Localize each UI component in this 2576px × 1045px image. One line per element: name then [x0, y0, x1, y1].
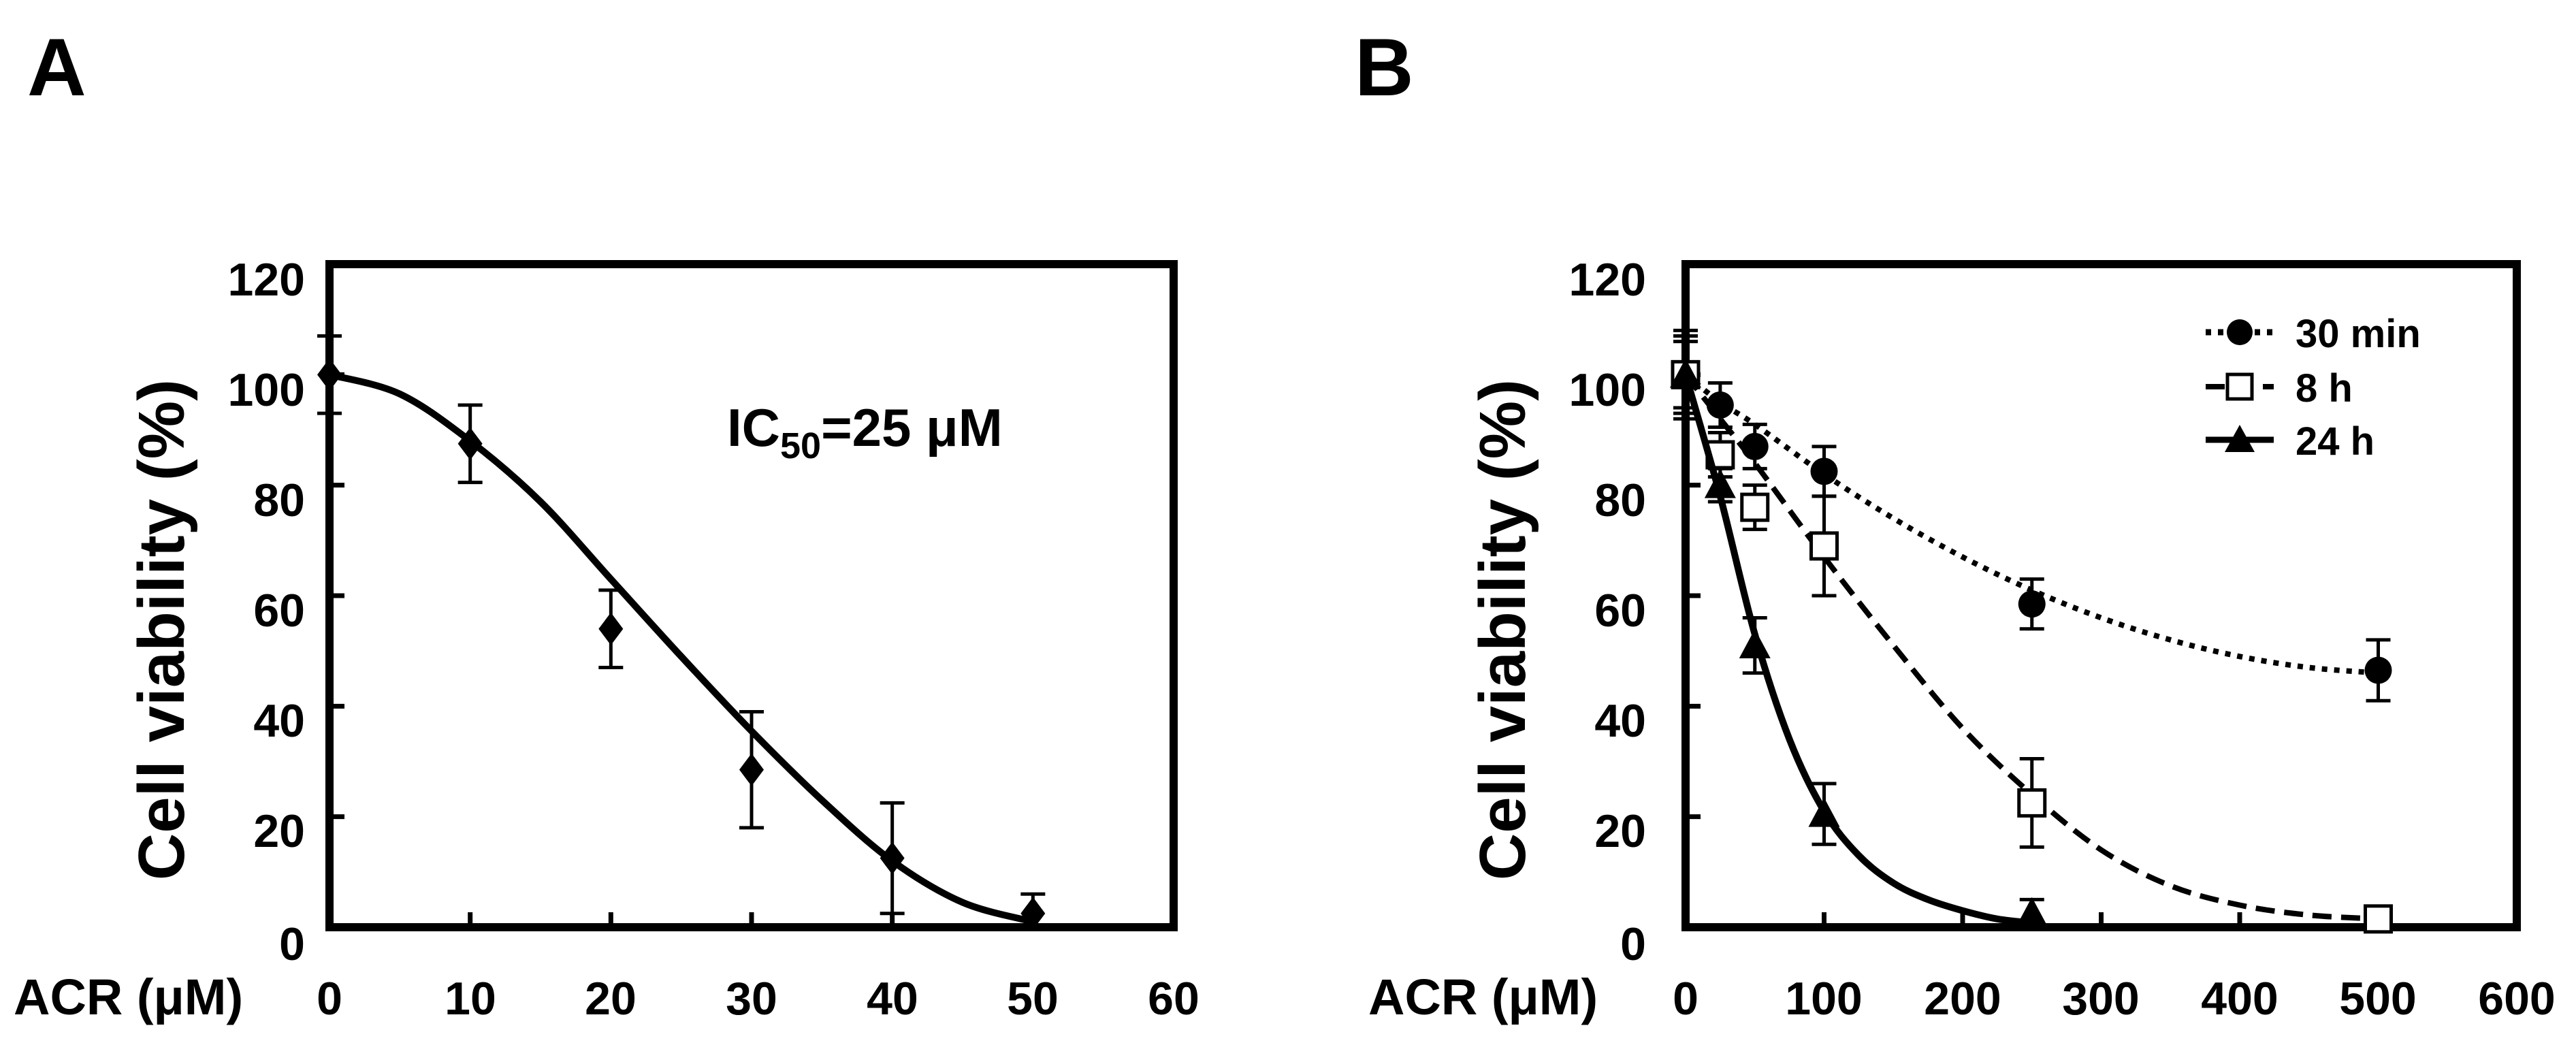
- panel-a-y-tick: 40: [253, 695, 305, 747]
- panel-a-x-tick: 30: [726, 973, 777, 1025]
- series-24h-point: [1739, 629, 1771, 659]
- panel-a-x-tick: 40: [867, 973, 918, 1025]
- series-30min-point: [2018, 590, 2046, 618]
- panel-a-x-tick: 20: [585, 973, 637, 1025]
- panel-a-y-tick: 120: [228, 254, 305, 306]
- series-24h-point: [1808, 797, 1840, 827]
- series-8h-fit-line: [1683, 372, 2379, 922]
- panel-b-x-tick: 600: [2478, 973, 2555, 1025]
- panel-b-x-tick: 0: [1673, 973, 1698, 1025]
- panel-b-y-tick: 0: [1620, 918, 1646, 970]
- panel-a-x-tick: 10: [445, 973, 496, 1025]
- panel-a-y-tick: 0: [279, 918, 305, 970]
- series-acr-point: [317, 358, 342, 391]
- legend-label-24h: 24 h: [2296, 419, 2374, 464]
- series-24h-point: [2016, 897, 2048, 927]
- panel-a-x-ticks: 0 10 20 30 40 50 60: [317, 973, 1200, 1025]
- panel-a-x-axis-label: ACR (μM): [14, 969, 243, 1025]
- panel-a-x-tick: 50: [1007, 973, 1059, 1025]
- panel-b-x-ticks: 0 100 200 300 400 500 600: [1673, 973, 2556, 1025]
- panel-a-letter: A: [27, 22, 86, 113]
- panel-b-y-tick: 80: [1594, 475, 1646, 526]
- series-30min-point: [1810, 457, 1838, 485]
- panel-b-y-axis-label: Cell viability (%): [1466, 379, 1539, 880]
- panel-b-letter: B: [1355, 22, 1414, 113]
- panel-a-y-axis-label: Cell viability (%): [125, 379, 198, 880]
- series-acr-point: [1020, 897, 1046, 930]
- panel-b-plot-area: [1670, 260, 2521, 934]
- panel-b-y-tick: 100: [1569, 364, 1646, 416]
- plot-frame: [1681, 260, 2521, 931]
- series-acr-point: [598, 612, 624, 645]
- panel-a-y-tick: 80: [253, 475, 305, 526]
- legend-marker-8h: [2225, 372, 2254, 401]
- panel-a-x-tick: 60: [1148, 973, 1200, 1025]
- series-24h-point: [1704, 468, 1736, 498]
- ic50-main: IC: [727, 398, 780, 457]
- panel-b-y-tick: 120: [1569, 254, 1646, 306]
- panel-a-plot-area: [317, 260, 1178, 931]
- panel-b-x-tick: 200: [1924, 973, 2001, 1025]
- panel-a-y-tick: 60: [253, 585, 305, 637]
- panel-b-y-tick: 20: [1594, 805, 1646, 857]
- panel-a-y-tick: 20: [253, 805, 305, 857]
- legend-marker-24h: [2225, 425, 2255, 452]
- panel-a-y-tick: 100: [228, 364, 305, 416]
- panel-b-legend: 30 min 8 h 24 h: [2206, 312, 2421, 464]
- series-8h-point: [1809, 531, 1839, 561]
- panel-a-y-ticks: 0 20 40 60 80 100 120: [228, 254, 305, 970]
- series-30min-point: [2364, 656, 2392, 684]
- panel-b-x-tick: 400: [2201, 973, 2278, 1025]
- legend-label-30min: 30 min: [2296, 312, 2421, 356]
- panel-b-x-tick: 500: [2339, 973, 2416, 1025]
- series-acr-fit-line: [328, 371, 1034, 925]
- panel-b-y-ticks: 0 20 40 60 80 100 120: [1569, 254, 1646, 970]
- panel-b-y-tick: 40: [1594, 695, 1646, 747]
- panel-b-y-tick: 60: [1594, 585, 1646, 637]
- series-acr-point: [739, 753, 764, 786]
- ic50-subscript: 50: [780, 425, 821, 466]
- panel-b-x-tick: 100: [1785, 973, 1862, 1025]
- series-acr-point: [880, 841, 905, 875]
- series-30min-fit-line: [1684, 372, 2379, 676]
- panel-b-x-axis-label: ACR (μM): [1368, 969, 1598, 1025]
- panel-a: A 0 20 40 60 80 100 120 0 10 20 30 40 50…: [14, 22, 1200, 1025]
- series-acr-point: [457, 427, 483, 460]
- legend-marker-30min: [2227, 319, 2253, 345]
- panel-a-x-tick: 0: [317, 973, 342, 1025]
- panel-b-x-tick: 300: [2062, 973, 2139, 1025]
- legend-label-8h: 8 h: [2296, 366, 2353, 411]
- panel-a-ic50-annotation: IC50=25 μM: [727, 398, 1003, 466]
- series-24h-point: [1670, 358, 1701, 388]
- ic50-value: =25 μM: [821, 398, 1003, 457]
- series-8h-point: [2364, 904, 2393, 934]
- series-8h-point: [2017, 788, 2047, 818]
- series-8h-point: [1740, 492, 1770, 522]
- panel-b: B 0 20 40 60 80 100 120 0 100 200 300 40…: [1355, 22, 2556, 1025]
- series-24h-fit-line: [1682, 373, 2033, 927]
